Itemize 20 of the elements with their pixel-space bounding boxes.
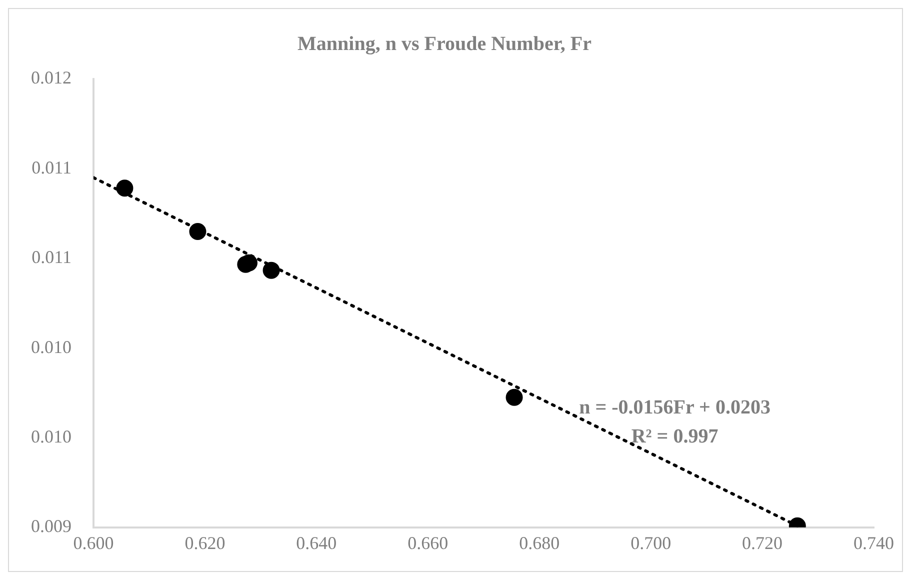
x-tick-label: 0.600	[73, 532, 114, 553]
y-tick-label: 0.011	[32, 247, 72, 268]
chart-title: Manning, n vs Froude Number, Fr	[298, 33, 592, 56]
point	[189, 222, 206, 240]
y-tick-label: 0.012	[31, 68, 72, 88]
annotation: R² = 0.997	[631, 426, 718, 448]
y-tick-label: 0.010	[31, 426, 72, 446]
y-tick-label: 0.011	[32, 157, 72, 178]
x-tick-label: 0.640	[296, 532, 337, 553]
y-tick-label: 0.009	[31, 516, 72, 536]
point	[262, 262, 280, 279]
x-tick-label: 0.740	[854, 532, 894, 553]
x-tick-label: 0.660	[408, 532, 448, 553]
y-tick-label: 0.010	[31, 336, 72, 357]
x-tick-label: 0.700	[630, 532, 672, 553]
point	[116, 180, 134, 197]
annotation: n = -0.0156Fr + 0.0203	[579, 396, 770, 419]
x-tick-label: 0.620	[184, 532, 226, 553]
x-tick-label: 0.720	[742, 532, 783, 553]
x-tick-label: 0.680	[519, 532, 560, 553]
